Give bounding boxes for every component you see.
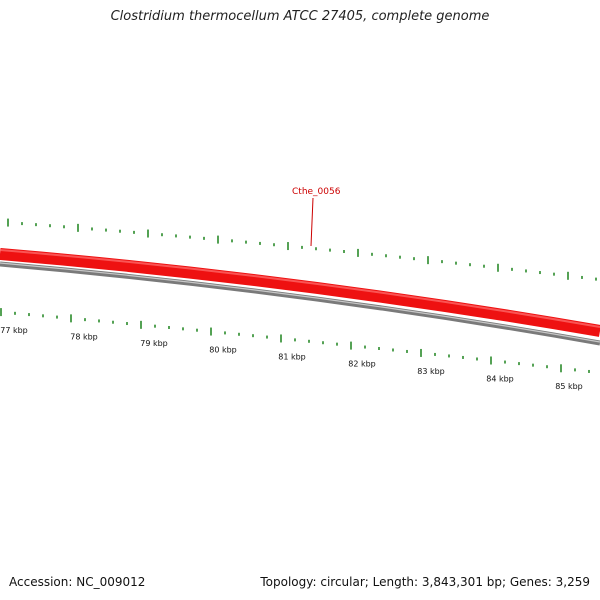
scale-label: 79 kbp [140, 339, 168, 348]
accession-text: Accession: NC_009012 [9, 575, 146, 589]
map-title: Clostridium thermocellum ATCC 27405, com… [110, 9, 490, 24]
topology-summary: Topology: circular; Length: 3,843,301 bp… [260, 575, 590, 589]
scale-label: 85 kbp [555, 382, 583, 391]
scale-label: 78 kbp [70, 333, 98, 342]
backbone-track [0, 261, 600, 346]
gene-label-leader [310, 197, 314, 247]
scale-labels: 77 kbp 78 kbp 79 kbp 80 kbp 81 kbp 82 kbp 83 k… [0, 326, 583, 391]
scale-label: 83 kbp [417, 367, 445, 376]
outer-scale [7, 218, 597, 281]
gene-label[interactable]: Cthe_0056 [292, 187, 341, 197]
inner-scale [0, 308, 590, 373]
gene-track[interactable] [0, 248, 600, 337]
scale-label: 82 kbp [348, 360, 376, 369]
scale-label: 77 kbp [0, 326, 28, 335]
scale-label: 84 kbp [486, 375, 514, 384]
scale-label: 81 kbp [278, 353, 306, 362]
scale-label: 80 kbp [209, 346, 237, 355]
